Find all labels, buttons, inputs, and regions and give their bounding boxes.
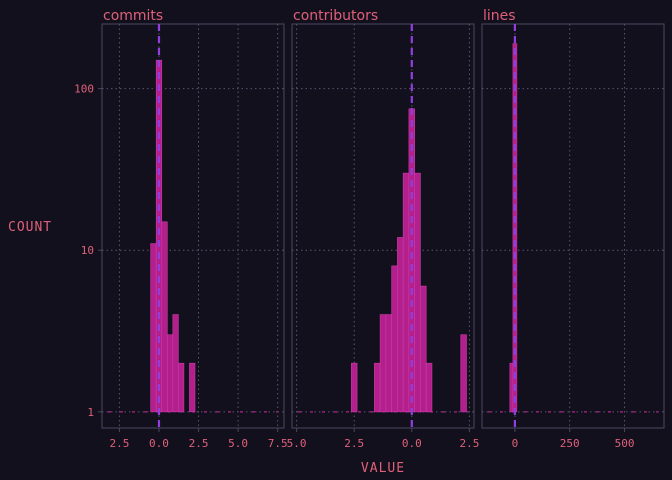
x-tick-label: 5.0 (228, 437, 248, 450)
facet-title: lines (483, 8, 516, 24)
facet-title: commits (103, 8, 163, 24)
histogram-bar (391, 265, 398, 413)
histogram-bar (402, 172, 410, 413)
histogram-bar (166, 334, 174, 413)
x-tick-label: 7.5 (268, 437, 288, 450)
histogram-bar (172, 314, 179, 413)
histogram-bar (397, 237, 404, 413)
y-tick-label: 1 (87, 406, 94, 419)
y-tick-label: 100 (74, 83, 94, 96)
histogram-bar (189, 362, 196, 413)
facet-lines: 0 250 500 lines (481, 8, 665, 450)
histogram-bar (161, 221, 168, 413)
panel-frame (481, 23, 665, 429)
histogram-bar (425, 362, 433, 413)
histogram-bar (379, 314, 387, 413)
x-tick-label: 0 (512, 437, 519, 450)
x-tick-label: 2.5 (344, 437, 364, 450)
x-tick-label: 0.0 (149, 437, 169, 450)
panel-frame (101, 23, 285, 429)
x-tick-label: 2.5 (189, 437, 209, 450)
facet-commits: 2.5 0.0 2.5 5.0 7.5 commits 1 10 100 (74, 8, 287, 450)
histogram-bar (414, 172, 421, 413)
histogram-bar (150, 243, 157, 413)
x-axis-title: VALUE (361, 461, 405, 476)
histogram-bar (420, 285, 427, 413)
histogram-bar (460, 334, 467, 413)
histogram-bar (385, 314, 392, 413)
histogram-bar (178, 362, 185, 413)
histogram-bar (351, 362, 358, 413)
x-tick-label: 500 (615, 437, 635, 450)
x-tick-label: 2.5 (109, 437, 129, 450)
y-tick-label: 10 (81, 244, 94, 257)
histogram-bar (374, 362, 381, 413)
x-tick-label: 5.0 (287, 437, 307, 450)
facet-contributors: 5.0 2.5 0.0 2.5 contributors (287, 8, 480, 450)
y-axis-title: COUNT (8, 220, 52, 235)
facet-title: contributors (293, 8, 378, 24)
x-tick-label: 2.5 (459, 437, 479, 450)
x-tick-label: 250 (560, 437, 580, 450)
x-tick-label: 0.0 (402, 437, 422, 450)
